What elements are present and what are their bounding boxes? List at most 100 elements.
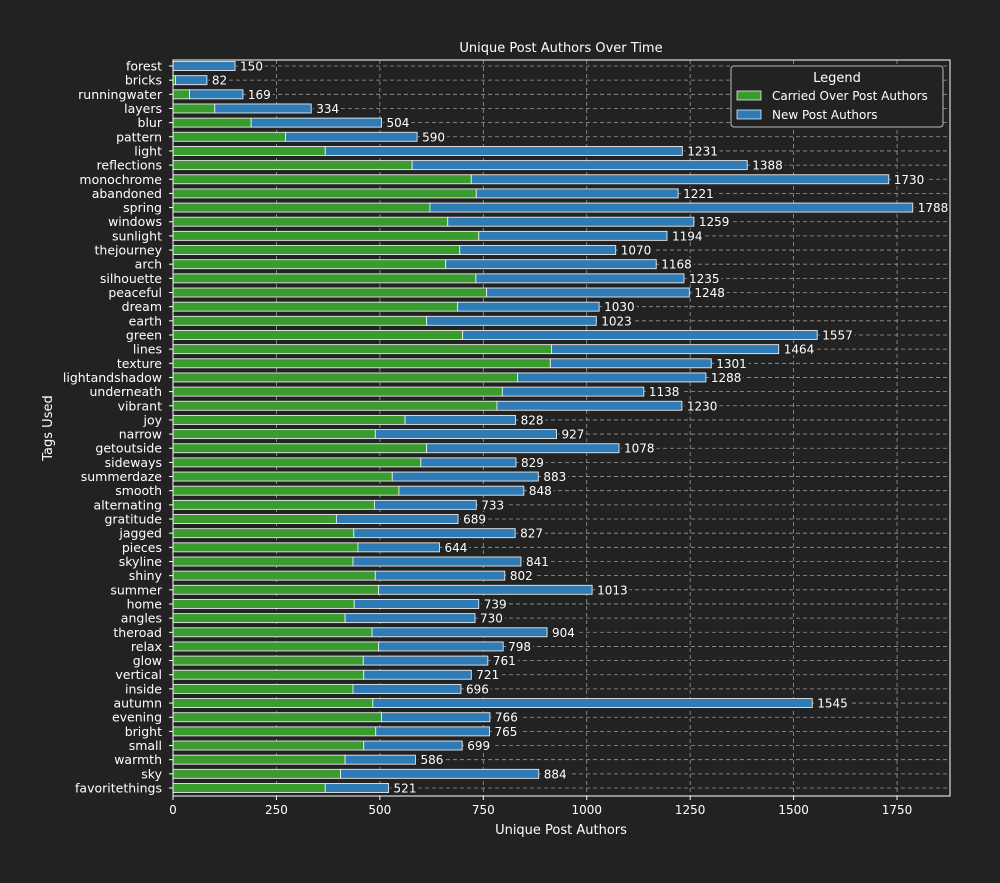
total-label: 1194 xyxy=(672,229,703,243)
y-tick-label: summerdaze xyxy=(81,469,163,484)
total-label-bg xyxy=(465,739,493,752)
total-label: 1557 xyxy=(822,328,853,342)
total-label: 504 xyxy=(387,116,410,130)
bar-new xyxy=(549,358,712,369)
total-label: 1788 xyxy=(918,201,949,215)
total-label: 1248 xyxy=(694,286,725,300)
total-label: 883 xyxy=(543,470,566,484)
y-tick-label: shiny xyxy=(129,568,163,583)
bar-carried-over xyxy=(172,584,380,595)
y-tick-label: sky xyxy=(141,766,162,781)
total-label: 1168 xyxy=(661,258,692,272)
bar-carried-over xyxy=(172,754,346,765)
bar-carried-over xyxy=(172,131,286,142)
total-label-bg xyxy=(750,159,785,172)
bar-new xyxy=(457,301,600,312)
y-tick-label: sideways xyxy=(105,455,162,470)
y-tick-label: glow xyxy=(133,653,162,668)
total-label-bg xyxy=(685,144,720,157)
total-label: 761 xyxy=(493,654,516,668)
total-label-bg xyxy=(559,428,587,441)
bar-carried-over xyxy=(172,414,406,425)
bar-carried-over xyxy=(172,740,365,751)
total-label-bg xyxy=(526,484,554,497)
bar-new xyxy=(475,188,679,199)
total-label: 827 xyxy=(520,527,543,541)
bar-new xyxy=(459,245,617,255)
y-tick-label: bricks xyxy=(125,73,162,88)
total-label-bg xyxy=(314,102,341,115)
total-label-bg xyxy=(659,258,694,271)
total-label: 1138 xyxy=(649,385,680,399)
total-label-bg xyxy=(479,498,507,511)
x-tick-labels: 0 250 500 750 1000 1250 1500 1750 xyxy=(169,796,912,817)
bar-carried-over xyxy=(172,372,519,383)
y-tick-label: windows xyxy=(108,214,162,229)
total-label: 644 xyxy=(444,541,467,555)
y-tick-label: joy xyxy=(142,412,162,427)
y-tick-label: lightandshadow xyxy=(63,370,162,385)
y-tick-label: summer xyxy=(110,582,162,597)
bar-carried-over xyxy=(172,202,431,213)
total-label: 1545 xyxy=(817,697,848,711)
y-tick-label: blur xyxy=(138,115,163,130)
total-label-bg xyxy=(518,413,546,426)
total-label: 721 xyxy=(476,668,499,682)
bar-new xyxy=(486,287,690,298)
y-tick-label: relax xyxy=(131,639,162,654)
y-tick-label: smooth xyxy=(115,483,162,498)
y-tick-label: evening xyxy=(112,710,162,725)
x-tick-label: 250 xyxy=(265,803,288,817)
bar-carried-over xyxy=(172,542,359,553)
y-tick-label: narrow xyxy=(119,427,162,442)
total-label: 766 xyxy=(495,711,518,725)
y-tick-label: small xyxy=(129,738,162,753)
bar-new xyxy=(363,740,463,751)
bar-carried-over xyxy=(172,613,346,624)
total-label-bg xyxy=(595,583,630,596)
total-label: 1070 xyxy=(621,244,652,258)
x-tick-label: 750 xyxy=(472,803,495,817)
total-label-bg xyxy=(478,612,505,625)
total-label-bg xyxy=(490,654,518,667)
bar-carried-over xyxy=(172,117,252,128)
bar-carried-over xyxy=(172,712,382,723)
total-label: 1235 xyxy=(689,272,720,286)
x-tick-label: 1250 xyxy=(675,803,706,817)
bar-carried-over xyxy=(172,669,365,680)
total-label: 1030 xyxy=(604,300,635,314)
total-label: 848 xyxy=(529,484,552,498)
bar-new xyxy=(372,698,813,709)
bar-new xyxy=(324,145,683,156)
bar-new xyxy=(374,429,557,440)
y-tick-label: alternating xyxy=(94,497,162,512)
y-tick-label: warmth xyxy=(114,752,162,767)
y-tick-label: light xyxy=(134,143,162,158)
legend-label-new: New Post Authors xyxy=(772,108,878,122)
bar-new xyxy=(374,499,477,510)
bar-new xyxy=(375,726,490,737)
bar-carried-over xyxy=(172,556,354,567)
bar-carried-over xyxy=(172,429,376,440)
total-label-bg xyxy=(602,300,637,313)
y-tick-label: bright xyxy=(125,724,162,739)
bar-new xyxy=(324,783,390,793)
bar-new xyxy=(398,485,525,496)
total-label-bg xyxy=(622,442,657,455)
bar-new xyxy=(391,471,539,482)
y-tick-label: jagged xyxy=(118,526,162,541)
bar-carried-over xyxy=(172,103,216,114)
total-label-bg xyxy=(481,597,509,610)
y-tick-label: peaceful xyxy=(108,285,162,300)
bar-new xyxy=(214,103,312,114)
y-tick-label: favoritethings xyxy=(75,781,162,796)
bar-carried-over xyxy=(172,514,337,524)
total-label-bg xyxy=(518,456,546,469)
y-tick-label: silhouette xyxy=(100,271,162,286)
y-tick-label: reflections xyxy=(97,158,162,173)
bar-carried-over xyxy=(172,188,477,199)
total-label: 334 xyxy=(316,102,339,116)
bar-new xyxy=(340,768,540,779)
y-tick-label: gratitude xyxy=(104,512,162,527)
bar-carried-over xyxy=(172,499,375,510)
